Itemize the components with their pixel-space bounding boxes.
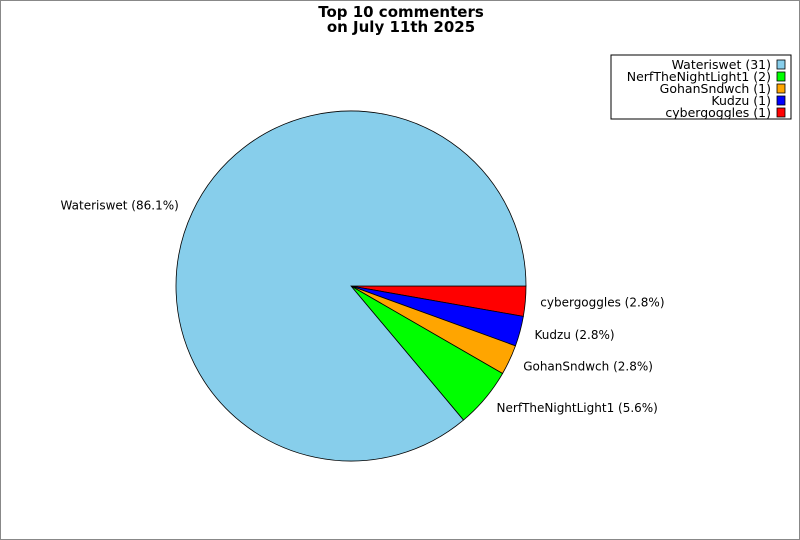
legend-swatch [776,95,786,106]
chart-title-line-2: on July 11th 2025 [327,18,475,36]
legend-swatch [776,59,786,70]
legend-label: Kudzu (1) [711,93,771,108]
legend-label: GohanSndwch (1) [660,81,771,96]
pie-slice-Wateriswet [175,110,527,462]
chart-title-line-1: Top 10 commenters [318,3,484,21]
legend-swatch [776,83,786,94]
legend-swatch [776,71,786,82]
legend-label: cybergoggles (1) [665,105,771,120]
legend-label: NerfTheNightLight1 (2) [627,69,771,84]
slice-label: cybergoggles (2.8%) [540,296,664,310]
legend-swatch [776,107,786,118]
slice-label: Wateriswet (86.1%) [61,199,179,213]
legend-label: Wateriswet (31) [672,57,771,72]
slice-label: Kudzu (2.8%) [535,328,615,342]
legend-box [610,54,792,120]
slice-label: NerfTheNightLight1 (5.6%) [497,401,658,415]
slice-label: GohanSndwch (2.8%) [523,359,653,373]
